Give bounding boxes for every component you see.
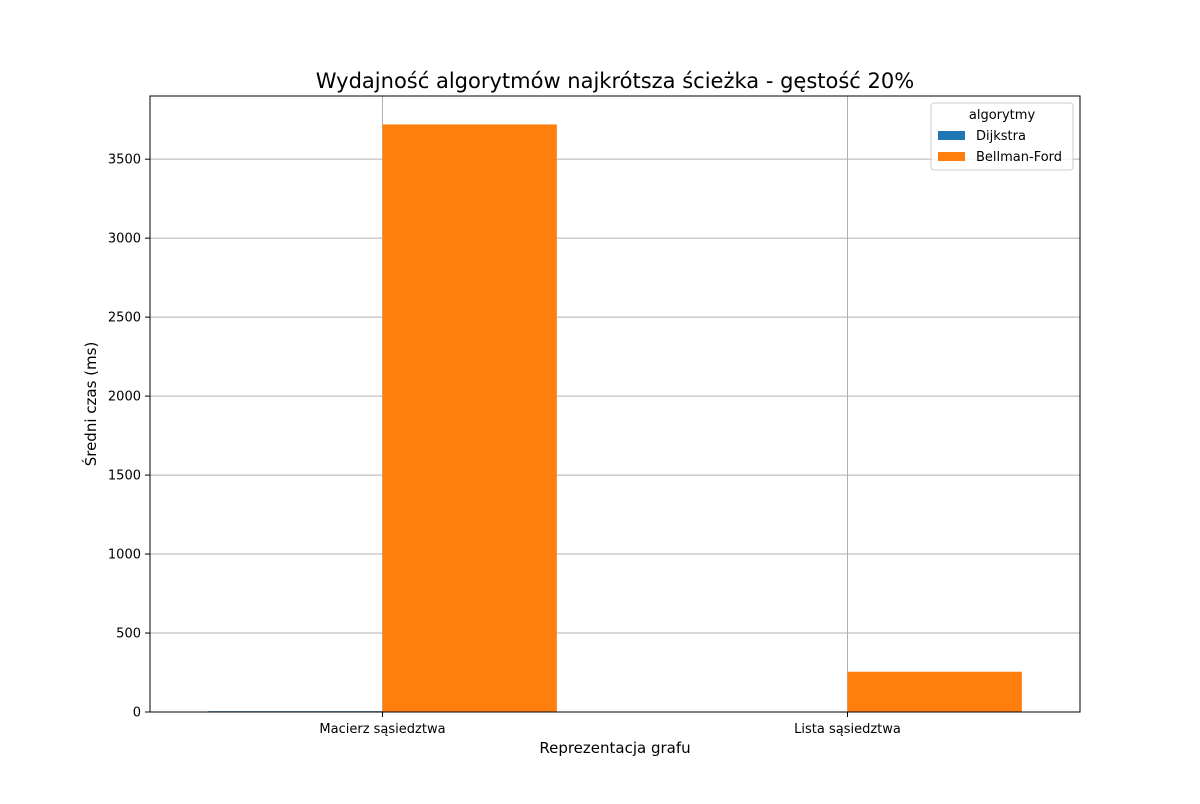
legend-swatch-dijkstra — [938, 131, 965, 140]
legend-label-dijkstra: Dijkstra — [976, 129, 1026, 144]
y-tick-label: 500 — [116, 627, 141, 642]
x-axis-label: Reprezentacja grafu — [539, 739, 690, 757]
legend: algorytmy Dijkstra Bellman-Ford — [931, 103, 1073, 170]
legend-label-bellman-ford: Bellman-Ford — [976, 150, 1062, 165]
legend-swatch-bellman-ford — [938, 152, 965, 161]
x-tick-label: Macierz sąsiedztwa — [319, 722, 445, 737]
y-axis-label: Średni czas (ms) — [81, 342, 100, 467]
bar-bellman-ford — [383, 124, 557, 712]
grid-lines — [150, 96, 1080, 712]
x-tick-label: Lista sąsiedztwa — [794, 722, 901, 737]
y-tick-label: 3000 — [108, 232, 141, 247]
y-axis-ticks: 0 500 1000 1500 2000 2500 3000 3500 — [108, 153, 150, 721]
chart-title: Wydajność algorytmów najkrótsza ścieżka … — [316, 69, 914, 93]
y-tick-label: 3500 — [108, 153, 141, 168]
y-tick-label: 0 — [133, 706, 141, 721]
bars — [208, 124, 1022, 712]
plot-area-frame — [150, 96, 1080, 712]
y-tick-label: 2500 — [108, 311, 141, 326]
bar-bellman-ford — [848, 672, 1022, 712]
x-axis-ticks: Macierz sąsiedztwa Lista sąsiedztwa — [319, 712, 900, 737]
y-tick-label: 1000 — [108, 548, 141, 563]
y-tick-label: 2000 — [108, 390, 141, 405]
legend-title: algorytmy — [969, 108, 1036, 123]
y-tick-label: 1500 — [108, 469, 141, 484]
